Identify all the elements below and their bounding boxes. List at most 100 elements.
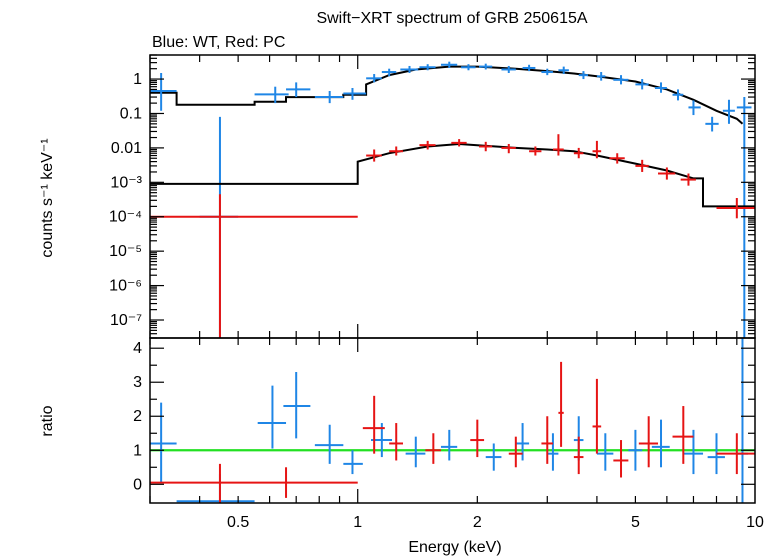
data-point (558, 66, 569, 75)
data-point (736, 338, 748, 503)
data-point (654, 82, 667, 93)
y-tick-label: 10⁻⁴ (109, 209, 142, 226)
chart-title: Swift−XRT spectrum of GRB 250615A (316, 10, 587, 27)
data-point (254, 86, 289, 104)
data-point (366, 149, 382, 162)
data-point (405, 436, 426, 468)
data-point (150, 463, 358, 503)
y-tick-label: 1 (133, 71, 142, 88)
data-point (343, 450, 363, 475)
data-point (541, 68, 553, 76)
data-point (286, 82, 311, 98)
y-tick-label: 1 (133, 442, 142, 459)
data-point (558, 361, 564, 447)
data-point (716, 198, 755, 219)
data-point (635, 79, 649, 90)
data-point (592, 378, 602, 454)
data-point (672, 406, 694, 464)
data-point (389, 423, 403, 461)
data-point (381, 68, 397, 77)
y-tick-label: 0.01 (111, 140, 142, 157)
data-point (552, 134, 564, 156)
y-tick-label: 10⁻³ (110, 174, 142, 191)
data-point (522, 64, 536, 72)
data-point (366, 74, 382, 83)
data-point (199, 116, 239, 338)
y-axis-label-ratio: ratio (39, 405, 56, 436)
x-tick-label: 2 (473, 514, 482, 531)
data-point (419, 64, 436, 71)
data-point (573, 436, 584, 475)
data-point (547, 433, 559, 471)
data-point (343, 87, 367, 100)
data-point (609, 153, 625, 164)
x-tick-label: 5 (631, 514, 640, 531)
data-point (716, 433, 755, 475)
data-point (515, 423, 530, 461)
data-point (573, 147, 584, 159)
chart-subtitle: Blue: WT, Red: PC (152, 34, 285, 51)
y-tick-label: 0.1 (120, 105, 142, 122)
x-tick-label: 1 (353, 514, 362, 531)
y-tick-label: 10⁻⁶ (109, 278, 142, 295)
data-point (485, 443, 502, 471)
data-point (400, 65, 419, 73)
data-point (508, 436, 523, 468)
data-point (257, 385, 287, 449)
data-point (440, 61, 458, 68)
data-point (425, 433, 441, 464)
data-point (613, 440, 629, 478)
y-tick-label: 0 (133, 476, 142, 493)
data-point (596, 72, 606, 81)
data-point (705, 116, 719, 132)
data-point (479, 141, 493, 152)
y-tick-label: 2 (133, 408, 142, 425)
model-curve (150, 65, 744, 125)
data-point (651, 419, 670, 468)
data-point (501, 143, 516, 154)
data-point (578, 71, 589, 80)
y-tick-label: 3 (133, 374, 142, 391)
data-point (501, 65, 516, 73)
data-point (736, 97, 752, 338)
data-point (479, 63, 493, 70)
x-axis-label: Energy (keV) (408, 539, 501, 556)
data-point (176, 474, 255, 503)
y-tick-label: 10⁻⁷ (110, 312, 142, 329)
data-point (722, 99, 735, 124)
data-point (613, 75, 629, 85)
data-point (419, 140, 436, 150)
ratio-frame (149, 337, 756, 504)
data-point (451, 139, 467, 147)
y-tick-label: 4 (133, 340, 142, 357)
data-point (470, 419, 485, 458)
data-point (389, 146, 403, 156)
data-point (541, 416, 553, 464)
x-tick-label: 10 (746, 514, 764, 531)
data-point (592, 140, 602, 159)
data-point (596, 433, 614, 471)
data-point (680, 173, 696, 186)
data-point (461, 64, 476, 71)
data-point (314, 424, 344, 464)
data-point (658, 167, 676, 180)
spectrum-frame (149, 54, 756, 339)
y-axis-label-spectrum: counts s⁻¹ keV⁻¹ (39, 138, 56, 257)
data-point (638, 416, 659, 468)
model-curve (150, 142, 755, 208)
data-point (628, 429, 643, 471)
data-point (529, 146, 542, 156)
x-tick-label: 0.5 (227, 514, 249, 531)
data-point (150, 402, 177, 483)
data-point (688, 100, 701, 116)
data-point (150, 194, 358, 338)
data-point (635, 159, 649, 172)
data-layer (150, 61, 755, 503)
data-point (362, 395, 385, 454)
data-point (440, 429, 458, 461)
y-tick-label: 10⁻⁵ (109, 243, 142, 260)
data-point (314, 90, 344, 104)
axes-layer: 1 0.1 0.01 10⁻³ 10⁻⁴ 10⁻⁵ 10⁻⁶ 10⁻⁷ 0 1 2 3 4 0.5 1 2 5 1… (109, 54, 764, 531)
data-point (672, 89, 684, 101)
